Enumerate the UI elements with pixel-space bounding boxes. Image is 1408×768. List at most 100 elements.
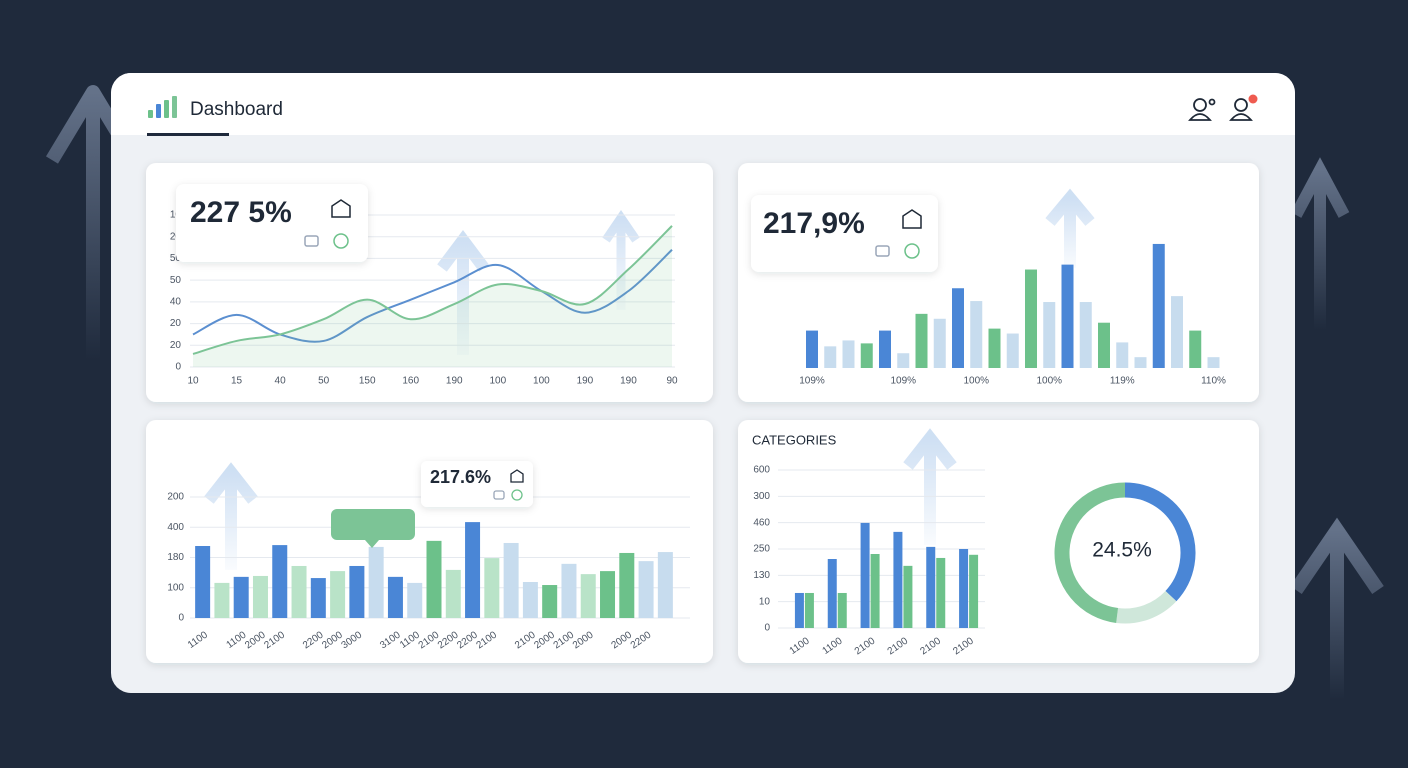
bar (1152, 243, 1165, 368)
bar (933, 318, 946, 368)
bar (657, 552, 673, 618)
y-tick-label: 50 (170, 275, 182, 286)
y-tick-label: 0 (764, 623, 770, 634)
bar (860, 522, 870, 628)
chart-title: CATEGORIES (752, 432, 837, 447)
area (193, 225, 672, 367)
bar (1025, 269, 1037, 368)
y-tick-label: 50 (170, 253, 182, 264)
donut-segment (1124, 482, 1196, 602)
bar (310, 578, 326, 618)
bar (860, 343, 873, 368)
bar (804, 592, 814, 628)
bar (465, 522, 481, 618)
bar (407, 582, 423, 618)
bar (561, 563, 577, 618)
bar (330, 571, 346, 618)
bar (842, 340, 855, 368)
x-tick-label: 10 (187, 376, 199, 387)
bar (252, 575, 268, 618)
bar (368, 546, 384, 618)
tab-underline (147, 133, 229, 136)
callout-card (176, 184, 368, 262)
y-tick-label: 250 (753, 544, 770, 555)
x-tick-label: 109% (890, 376, 916, 387)
x-tick-label: 119% (1110, 376, 1135, 387)
y-tick-label: 200 (167, 492, 184, 503)
callout-card (751, 195, 938, 272)
header-title: Dashboard (190, 99, 283, 120)
bar (936, 557, 946, 628)
bar (915, 313, 928, 368)
callout-card (421, 461, 533, 507)
callout-icons (493, 469, 524, 501)
bar (426, 540, 442, 618)
bar (484, 558, 500, 618)
y-tick-label: 0 (178, 613, 184, 624)
bar (959, 549, 969, 628)
x-tick-label: 190 (577, 376, 594, 387)
x-tick-label: 190 (620, 376, 637, 387)
bar (1079, 302, 1092, 368)
bar (638, 561, 654, 618)
bar (1207, 357, 1220, 368)
x-tick-label: 109% (799, 376, 825, 387)
bar (837, 592, 847, 628)
bar (870, 554, 880, 628)
bar (214, 582, 230, 618)
x-tick-label: 150 (359, 376, 376, 387)
y-tick-label: 180 (167, 552, 184, 563)
bar (600, 571, 616, 618)
x-tick-label: 40 (275, 376, 287, 387)
line (192, 225, 673, 355)
x-tick-label: 110% (1201, 376, 1226, 387)
y-tick-label: 20 (170, 231, 182, 242)
x-tick-label: 100% (963, 376, 989, 387)
callout-value: 217.6% (430, 467, 491, 487)
bar (1116, 342, 1129, 368)
bar (619, 552, 635, 618)
y-tick-label: 300 (753, 491, 770, 502)
bar (988, 328, 1001, 368)
x-tick-label: 15 (231, 376, 243, 387)
bar (1061, 264, 1074, 368)
bar (806, 330, 818, 368)
bar (827, 559, 837, 628)
x-tick-label: 90 (666, 376, 678, 387)
y-tick-label: 10 (170, 210, 182, 221)
bar (1189, 330, 1202, 368)
notifications-icon[interactable] (1188, 98, 1216, 121)
bar (970, 301, 983, 368)
callout-icons (304, 199, 351, 249)
callout-value: 217,9% (763, 207, 865, 240)
y-tick-label: 400 (167, 522, 184, 533)
bar (503, 542, 519, 618)
bar (1006, 333, 1019, 368)
y-tick-label: 20 (170, 318, 182, 329)
header-bar (111, 73, 1295, 135)
bar (1134, 357, 1147, 368)
x-tick-label: 100 (533, 376, 550, 387)
bar (824, 346, 837, 368)
profile-icon[interactable] (1229, 94, 1258, 121)
bar (897, 353, 910, 368)
bar (522, 582, 538, 618)
bar (291, 565, 307, 618)
bar (272, 545, 288, 618)
bar (794, 592, 804, 628)
bar (1171, 296, 1183, 368)
bar (952, 288, 964, 368)
donut-segment (1116, 590, 1177, 624)
bar (445, 569, 461, 618)
y-tick-label: 20 (170, 340, 182, 351)
bar (349, 565, 365, 618)
callout-icons (875, 209, 922, 259)
tooltip (331, 509, 415, 548)
x-tick-label: 50 (318, 376, 330, 387)
bar (893, 531, 903, 628)
callout-value: 227 5% (190, 196, 292, 229)
x-tick-label: 190 (446, 376, 463, 387)
